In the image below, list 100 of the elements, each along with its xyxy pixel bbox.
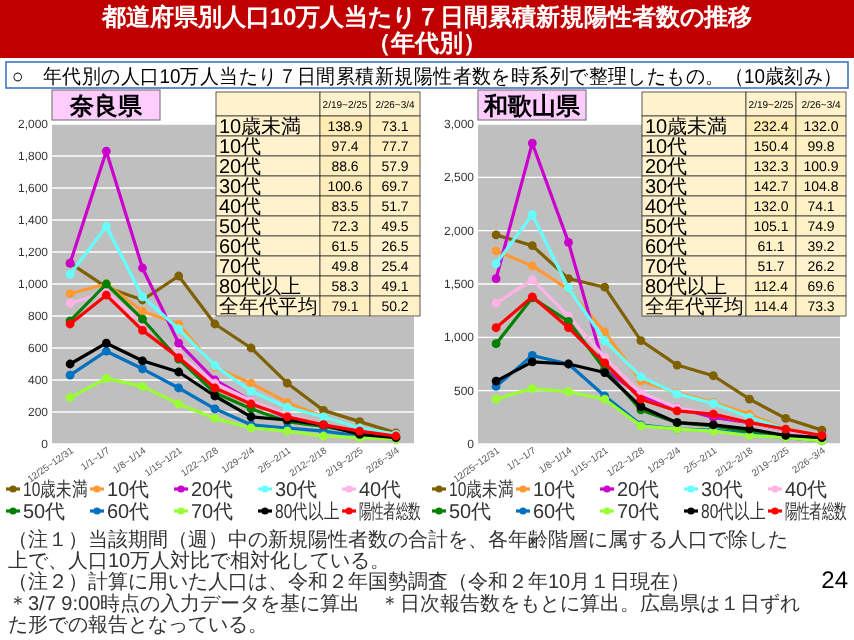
- point: [527, 241, 537, 250]
- point: [138, 306, 147, 316]
- point: [101, 222, 111, 231]
- legend-label: 30代: [275, 480, 318, 502]
- point: [210, 404, 220, 414]
- legend-label: 陽性者総数: [785, 498, 846, 523]
- point: [491, 323, 501, 333]
- y-tick-label: 60代: [219, 237, 262, 259]
- y-tick-label: 20代: [645, 157, 688, 179]
- point: [101, 146, 111, 156]
- legend-label: 陽性者総数: [359, 498, 420, 523]
- point: [101, 338, 111, 348]
- y-tick-label: 全年代平均: [219, 294, 318, 320]
- point: [564, 323, 573, 333]
- point: [527, 138, 537, 148]
- point: [65, 359, 75, 369]
- chart-title: 奈良県: [68, 92, 144, 120]
- y-tick-label: 10代: [219, 137, 262, 159]
- point: [319, 431, 328, 441]
- point: [65, 370, 75, 380]
- point: [600, 336, 610, 345]
- point: [600, 282, 610, 292]
- point: [527, 357, 537, 367]
- point: [491, 298, 501, 308]
- point: [174, 367, 184, 377]
- y-tick-label: 70代: [645, 257, 688, 279]
- text: （注１）当該期間（週）中の新規陽性者数の合計を、各年齢階層に属する人口で除した上で、人口10万人対比で相対化している。: [8, 528, 788, 574]
- point: [65, 393, 75, 402]
- point: [174, 271, 184, 281]
- legend-label: 40代: [785, 480, 828, 502]
- y-tick-label: 50代: [219, 217, 262, 239]
- y-tick-label: 80代以上: [219, 275, 302, 299]
- point: [246, 412, 256, 422]
- y-tick-label: 60代: [645, 237, 688, 259]
- point: [527, 210, 537, 220]
- legend-label: 70代: [617, 502, 660, 524]
- point: [246, 343, 256, 353]
- legend-label: 30代: [701, 480, 744, 502]
- point: [491, 259, 501, 269]
- point: [138, 326, 147, 335]
- point: [101, 374, 111, 383]
- point: [210, 319, 220, 329]
- point: [138, 263, 147, 273]
- point: [564, 238, 573, 247]
- text: ○ 年代別の人口10万人当たり７日間累積新規陽性者数を時系列で整理したもの。（10歳刻み）: [12, 64, 843, 90]
- legend-label: 20代: [617, 480, 660, 502]
- point: [527, 261, 537, 271]
- text: （注２）計算に用いた人口は、令和２年国勢調査（令和２年10月１日現在）: [8, 570, 691, 595]
- y-tick-label: 10歳未満: [219, 115, 302, 139]
- y-tick-label: 80代以上: [645, 275, 728, 299]
- legend-label: 60代: [107, 502, 150, 524]
- legend-label: 10代: [107, 480, 150, 502]
- point: [174, 383, 184, 393]
- text: 24: [821, 566, 849, 594]
- legend-label: 20代: [191, 480, 234, 502]
- point: [65, 270, 75, 279]
- text: ＊3/7 9:00時点の入力データを基に算出 ＊日次報告数をもとに算出。広島県は１日ずれた形での報告となっている。: [8, 591, 801, 637]
- point: [282, 402, 292, 412]
- point: [174, 399, 184, 409]
- point: [101, 346, 111, 356]
- y-tick-label: 40代: [219, 197, 262, 219]
- point: [491, 376, 501, 386]
- point: [636, 336, 646, 345]
- point: [745, 394, 754, 404]
- point: [174, 324, 184, 334]
- point: [672, 360, 682, 370]
- legend-label: 60代: [533, 502, 576, 524]
- y-tick-label: 20代: [219, 157, 262, 179]
- legend-label: 80代以上: [701, 500, 766, 523]
- y-tick-label: 70代: [219, 257, 262, 279]
- point: [491, 230, 501, 240]
- point: [282, 378, 292, 388]
- point: [138, 364, 147, 374]
- point: [781, 414, 791, 423]
- point: [564, 387, 573, 397]
- point: [527, 275, 537, 285]
- point: [491, 339, 501, 349]
- y-tick-label: 40代: [645, 197, 688, 219]
- point: [246, 378, 256, 388]
- y-tick-label: 30代: [645, 177, 688, 199]
- point: [527, 384, 537, 393]
- y-tick-label: 30代: [219, 177, 262, 199]
- point: [600, 358, 610, 368]
- y-tick-label: 10歳未満: [645, 115, 728, 139]
- point: [138, 382, 147, 391]
- y-tick-label: 50代: [645, 217, 688, 239]
- point: [246, 386, 256, 396]
- point: [65, 289, 75, 298]
- legend-label: 80代以上: [275, 500, 340, 523]
- point: [210, 414, 220, 423]
- point: [708, 371, 718, 381]
- y-tick-label: 全年代平均: [645, 294, 744, 320]
- point: [210, 383, 220, 393]
- point: [491, 394, 501, 404]
- point: [65, 298, 75, 308]
- legend-label: 70代: [191, 502, 234, 524]
- point: [491, 246, 501, 256]
- legend-label: 10代: [533, 480, 576, 502]
- point: [491, 274, 501, 284]
- y-tick-label: 10代: [645, 137, 688, 159]
